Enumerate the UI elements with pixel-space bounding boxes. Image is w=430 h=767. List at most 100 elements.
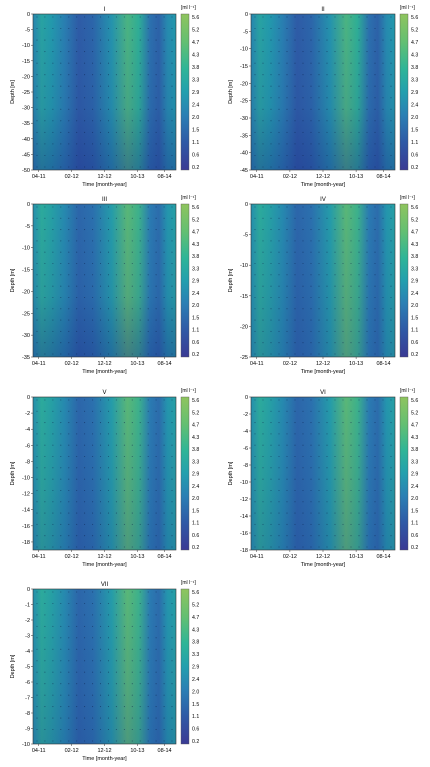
sample-dot	[366, 410, 368, 412]
sample-dot	[76, 108, 78, 110]
sample-dot	[44, 535, 46, 537]
x-axis-label: Time [month-year]	[301, 182, 346, 188]
sample-dot	[107, 602, 110, 605]
sample-dot	[278, 27, 280, 30]
sample-dot	[84, 523, 86, 525]
sample-dot	[36, 728, 38, 731]
sample-dot	[131, 296, 133, 299]
sample-dot	[60, 108, 62, 110]
sample-dot	[68, 74, 70, 76]
y-tick-label: 0	[27, 12, 30, 18]
sample-dot	[139, 637, 141, 639]
sample-dot	[326, 120, 328, 122]
sample-dot	[342, 308, 344, 310]
sample-dot	[123, 660, 125, 662]
sample-dot	[131, 467, 133, 469]
sample-dot	[286, 342, 288, 344]
sample-dot	[155, 229, 157, 231]
sample-dot	[366, 120, 368, 122]
sample-dot	[302, 62, 304, 64]
sample-dot	[36, 489, 38, 492]
sample-dot	[382, 444, 384, 446]
sample-dot	[44, 206, 46, 208]
sample-dot	[270, 308, 272, 310]
colorbar-tick-label: 3.8	[192, 640, 199, 646]
sample-dot	[326, 319, 328, 321]
sample-dot	[44, 433, 46, 435]
sample-dot	[68, 671, 70, 673]
sample-dot	[358, 296, 360, 299]
sample-dot	[334, 342, 336, 344]
sample-dot	[52, 455, 54, 458]
sample-dot	[115, 660, 117, 662]
sample-dot	[342, 274, 344, 276]
sample-dot	[115, 353, 117, 355]
sample-dot	[382, 501, 384, 503]
sample-dot	[254, 166, 256, 168]
sample-dot	[171, 728, 173, 731]
sample-dot	[326, 251, 328, 253]
sample-dot	[60, 625, 62, 627]
sample-dot	[382, 154, 384, 157]
sample-dot	[366, 512, 368, 514]
sample-dot	[139, 625, 141, 627]
sample-dot	[163, 353, 165, 355]
sample-dot	[294, 342, 296, 344]
sample-dot	[302, 399, 304, 401]
sample-dot	[84, 728, 86, 731]
sample-dot	[84, 85, 86, 87]
sample-dot	[350, 433, 352, 435]
sample-dot	[155, 478, 157, 480]
sample-dot	[52, 467, 54, 469]
sample-dot	[254, 108, 256, 110]
sample-dot	[68, 591, 70, 593]
sample-dot	[374, 154, 376, 157]
sample-dot	[52, 143, 54, 145]
colorbar-tick-label: 5.6	[411, 15, 418, 21]
x-axis-label: Time [month-year]	[301, 369, 346, 375]
sample-dot	[155, 683, 157, 685]
y-tick-label: -30	[240, 116, 248, 122]
sample-dot	[278, 512, 280, 514]
colorbar	[180, 13, 190, 171]
sample-dot	[139, 240, 141, 242]
sample-dot	[350, 478, 352, 480]
sample-dot	[107, 648, 110, 650]
sample-dot	[171, 143, 173, 145]
sample-dot	[115, 330, 117, 332]
sample-dot	[99, 319, 102, 321]
colorbar-tick-label: 3.3	[411, 78, 418, 84]
sample-dot	[342, 535, 344, 537]
sample-dot	[310, 166, 312, 168]
sample-dot	[366, 62, 368, 64]
sample-dot	[171, 27, 173, 30]
y-tick-label: -12	[240, 497, 248, 503]
sample-dot	[155, 671, 157, 673]
sample-dot	[390, 546, 392, 548]
sample-dot	[60, 694, 62, 696]
sample-dot	[366, 131, 368, 133]
sample-dot	[254, 478, 256, 480]
sample-dot	[92, 353, 94, 355]
sample-dot	[84, 143, 86, 145]
sample-dot	[68, 251, 70, 253]
sample-dot	[76, 51, 78, 53]
sample-dot	[262, 229, 264, 231]
sample-dot	[286, 217, 288, 219]
colorbar-tick-label: 5.6	[192, 590, 199, 596]
sample-dot	[115, 625, 117, 627]
sample-dot	[270, 274, 272, 276]
sample-dot	[163, 131, 165, 133]
sample-dot	[76, 74, 78, 76]
x-axis-label: Time [month-year]	[82, 562, 127, 568]
sample-dot	[294, 217, 296, 219]
sample-dot	[147, 74, 149, 76]
sample-dot	[270, 131, 272, 133]
sample-dot	[382, 330, 384, 332]
sample-dot	[302, 262, 304, 265]
sample-dot	[334, 546, 336, 548]
sample-dot	[302, 501, 304, 503]
colorbar-tick-label: 1.1	[192, 328, 199, 334]
sample-dot	[382, 523, 384, 525]
